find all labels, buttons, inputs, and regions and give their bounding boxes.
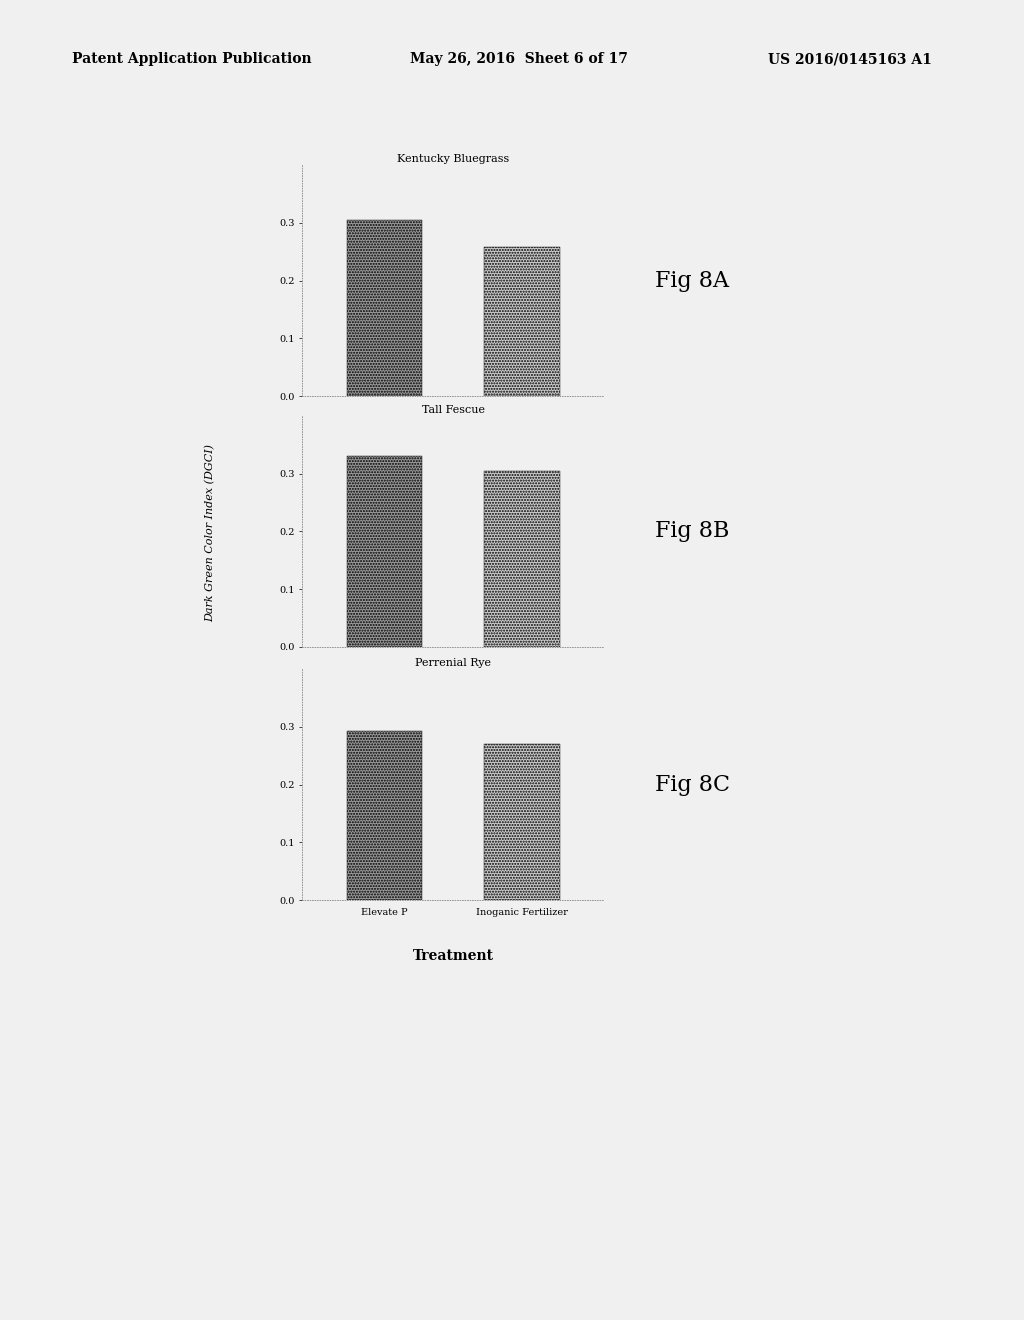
Bar [484, 471, 559, 647]
Bar [347, 220, 422, 396]
Text: Fig 8B: Fig 8B [655, 520, 730, 543]
Text: Fig 8A: Fig 8A [655, 269, 729, 292]
Bar [347, 457, 422, 647]
Text: Patent Application Publication: Patent Application Publication [72, 53, 311, 66]
Text: May 26, 2016  Sheet 6 of 17: May 26, 2016 Sheet 6 of 17 [410, 53, 628, 66]
Text: Treatment: Treatment [413, 949, 494, 962]
Title: Tall Fescue: Tall Fescue [422, 405, 484, 414]
Title: Kentucky Bluegrass: Kentucky Bluegrass [397, 154, 509, 164]
Text: Fig 8C: Fig 8C [655, 774, 730, 796]
Bar [484, 247, 559, 396]
Bar [347, 731, 422, 900]
Text: US 2016/0145163 A1: US 2016/0145163 A1 [768, 53, 932, 66]
Title: Perrenial Rye: Perrenial Rye [415, 659, 492, 668]
Text: Dark Green Color Index (DGCI): Dark Green Color Index (DGCI) [205, 444, 215, 622]
Bar [484, 744, 559, 900]
